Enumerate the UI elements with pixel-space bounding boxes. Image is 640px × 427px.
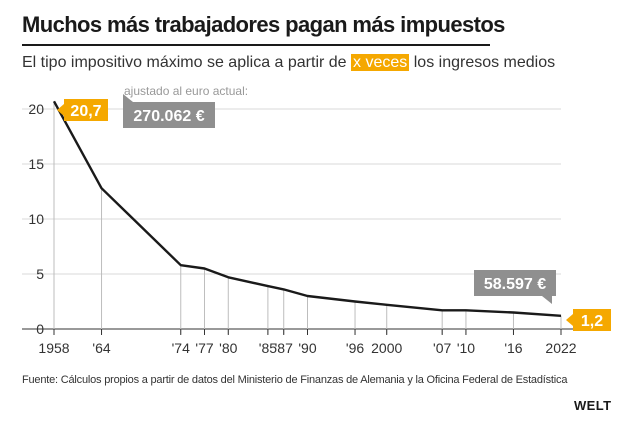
subtitle-text-after: los ingresos medios xyxy=(413,54,556,71)
x-tick-label: '74 xyxy=(172,340,190,356)
chart-title: Muchos más trabajadores pagan más impues… xyxy=(22,12,505,37)
x-tick-label: '87 xyxy=(275,340,293,356)
x-tick-label: '16 xyxy=(504,340,522,356)
y-tick-label: 20 xyxy=(28,101,44,117)
x-tick-label: '64 xyxy=(92,340,110,356)
y-tick-label: 10 xyxy=(28,211,44,227)
x-tick-label: '96 xyxy=(346,340,364,356)
x-tick-label: '10 xyxy=(457,340,475,356)
start-euro-badge-box xyxy=(123,102,215,128)
euro-adjusted-note: ajustado al euro actual: xyxy=(124,84,249,98)
source-note: Fuente: Cálculos propios a partir de dat… xyxy=(22,374,568,386)
chart-subtitle: El tipo impositivo máximo se aplica a pa… xyxy=(22,54,555,72)
x-tick-label: 2022 xyxy=(545,340,576,356)
x-tick-label: 1958 xyxy=(38,340,69,356)
subtitle-highlight: x veces xyxy=(351,54,410,71)
start-euro-badge: 270.062 € xyxy=(123,94,215,128)
x-tick-label: '77 xyxy=(195,340,213,356)
end-euro-badge-box xyxy=(474,270,556,296)
start-value-badge-label: 20,7 xyxy=(70,103,101,120)
end-value-badge-label: 1,2 xyxy=(581,313,603,330)
start-value-badge: 20,7 xyxy=(57,99,108,121)
x-tick-label: '07 xyxy=(433,340,451,356)
end-value-badge: 1,2 xyxy=(566,309,611,331)
x-tick-label: '85 xyxy=(259,340,277,356)
start-euro-badge-pointer xyxy=(123,94,133,102)
end-value-badge-pointer xyxy=(566,314,573,326)
welt-logo: WELT xyxy=(574,398,612,413)
start-euro-badge-label: 270.062 € xyxy=(133,108,204,125)
start-value-badge-box xyxy=(64,99,108,121)
subtitle-text-before: El tipo impositivo máximo se aplica a pa… xyxy=(22,54,347,71)
y-tick-label: 15 xyxy=(28,156,44,172)
y-tick-label: 5 xyxy=(36,266,44,282)
x-tick-label: 2000 xyxy=(371,340,402,356)
end-euro-badge: 58.597 € xyxy=(474,270,556,304)
x-tick-label: '90 xyxy=(298,340,316,356)
end-euro-badge-label: 58.597 € xyxy=(484,276,546,293)
series-line xyxy=(52,100,562,317)
end-value-badge-box xyxy=(573,309,611,331)
title-rule xyxy=(22,44,490,46)
start-value-badge-pointer xyxy=(57,104,64,116)
x-tick-label: '80 xyxy=(219,340,237,356)
end-euro-badge-pointer xyxy=(542,296,552,304)
